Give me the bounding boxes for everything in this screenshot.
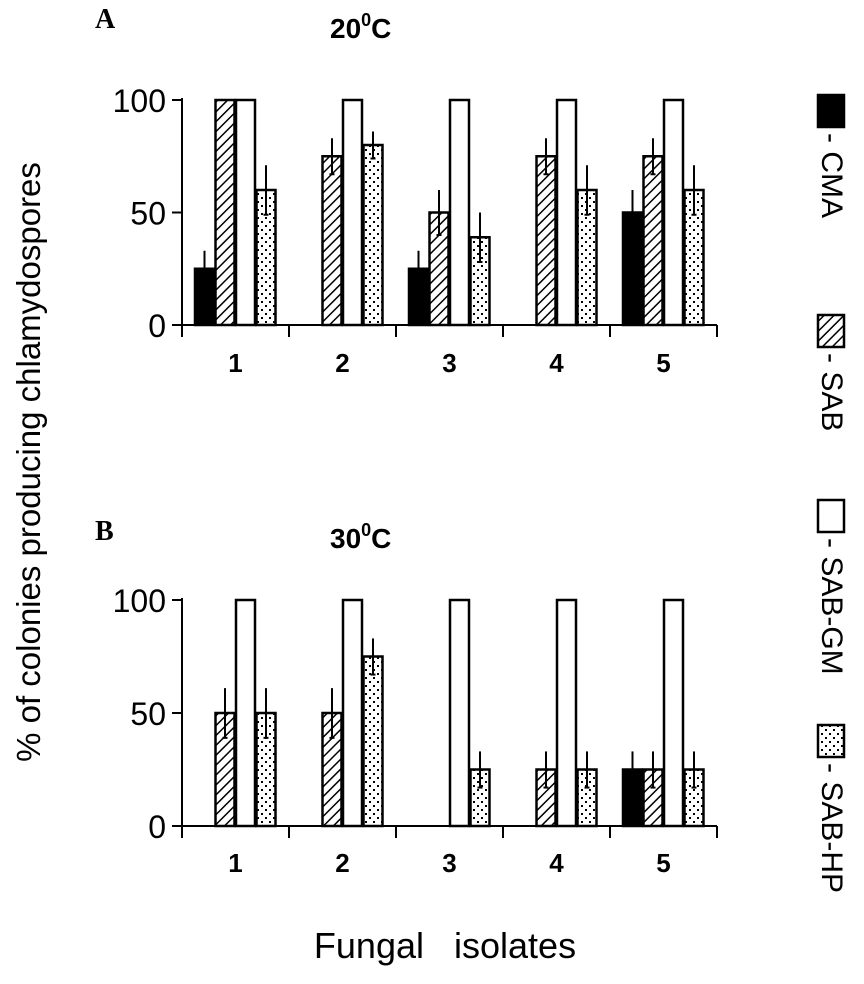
legend-swatch	[816, 723, 846, 759]
legend-label: - SAB-GM	[815, 538, 848, 675]
panel-B: B 300C 0 50 100 1 2 3 4 5	[95, 516, 718, 878]
legend: - CMA - SAB - SAB-GM - SAB-HP	[815, 93, 848, 893]
x-tick-label: 1	[228, 348, 242, 378]
x-tick-label: 4	[549, 348, 564, 378]
x-tick-label: 4	[549, 848, 564, 878]
x-tick-label: 2	[335, 848, 349, 878]
legend-item-1: - SAB	[815, 313, 848, 431]
bar-sab-hp	[362, 655, 384, 828]
x-tick-label: 5	[656, 348, 670, 378]
panel-label: B	[95, 516, 114, 547]
bar-sab-gm	[341, 98, 364, 327]
panel-title: 200C	[330, 10, 391, 44]
bar-sab-gm	[448, 598, 471, 828]
legend-item-0: - CMA	[815, 93, 848, 218]
legend-item-2: - SAB-GM	[815, 498, 848, 675]
bar-sab-gm	[555, 598, 578, 828]
y-tick-label: 50	[130, 196, 166, 232]
legend-label: - SAB	[815, 353, 848, 431]
bar-sab-gm	[234, 98, 257, 327]
bar-sab-gm	[341, 598, 364, 828]
legend-swatch	[816, 313, 846, 349]
legend-swatch	[816, 498, 846, 534]
x-tick-label: 3	[442, 348, 456, 378]
legend-label: - CMA	[815, 133, 848, 218]
bar-sab-gm	[448, 98, 471, 327]
legend-swatch	[816, 93, 846, 129]
y-tick-label: 0	[148, 809, 166, 845]
bar-sab	[642, 155, 664, 327]
panels: A 200C 0 50 100 1 2 3 4 5 B 300C 0 50 100 1 2 3 4 5	[95, 4, 718, 878]
y-tick-label: 0	[148, 308, 166, 344]
y-tick-label: 100	[113, 583, 166, 619]
x-tick-label: 3	[442, 848, 456, 878]
x-tick-label: 2	[335, 348, 349, 378]
x-tick-label: 5	[656, 848, 670, 878]
panel-label: A	[95, 4, 116, 35]
bar-sab	[214, 98, 236, 327]
x-tick-label: 1	[228, 848, 242, 878]
bar-sab-gm	[555, 98, 578, 327]
bar-sab-hp	[362, 143, 384, 327]
y-tick-label: 50	[130, 696, 166, 732]
bar-sab	[535, 155, 557, 327]
y-tick-label: 100	[113, 83, 166, 119]
bar-sab-gm	[662, 98, 685, 327]
panel-title: 300C	[330, 520, 391, 554]
x-axis-label: Fungal isolates	[314, 925, 576, 966]
bar-sab-gm	[662, 598, 685, 828]
panel-A: A 200C 0 50 100 1 2 3 4 5	[95, 4, 718, 378]
legend-label: - SAB-HP	[815, 763, 848, 893]
y-axis-label: % of colonies producing chlamydospores	[10, 162, 47, 762]
bar-sab-gm	[234, 598, 257, 828]
bar-sab	[321, 155, 343, 327]
legend-item-3: - SAB-HP	[815, 723, 848, 893]
